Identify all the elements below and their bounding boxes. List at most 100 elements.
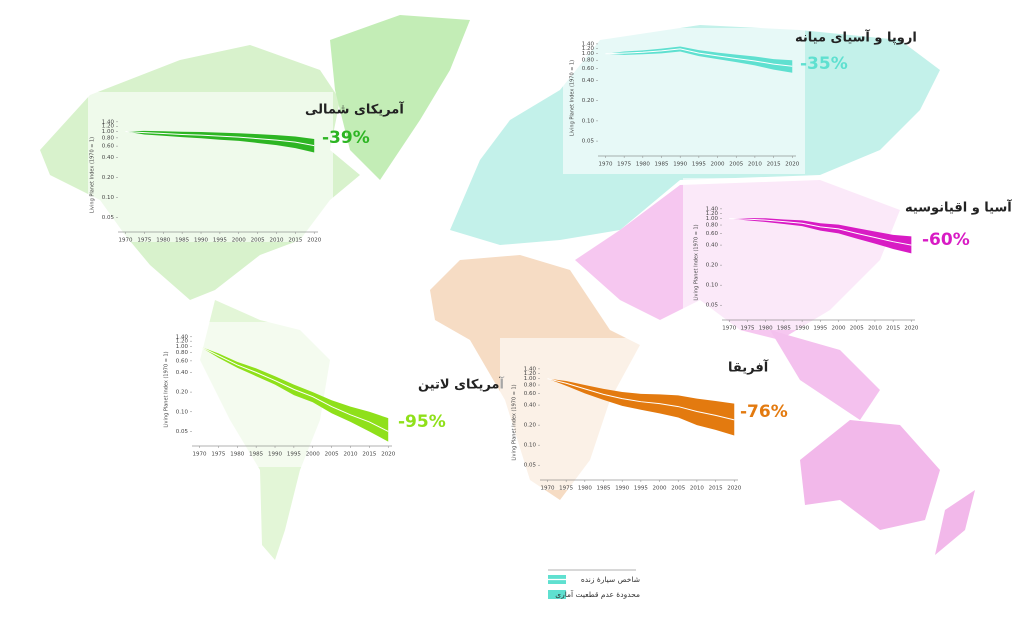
y-tick-label: 0.80 bbox=[102, 135, 115, 141]
change-label: -39% bbox=[322, 128, 370, 148]
x-tick-label: 1985 bbox=[597, 486, 611, 492]
index-line bbox=[125, 130, 315, 147]
change-label: -95% bbox=[398, 412, 446, 432]
x-tick-label: 1970 bbox=[722, 326, 736, 332]
x-tick-label: 2005 bbox=[729, 162, 743, 168]
y-tick-label: 0.80 bbox=[176, 350, 189, 356]
x-tick-label: 2000 bbox=[711, 162, 725, 168]
x-tick-label: 1975 bbox=[617, 162, 631, 168]
x-tick-label: 2005 bbox=[850, 326, 864, 332]
uncertainty-band bbox=[605, 46, 793, 73]
x-tick-label: 1980 bbox=[578, 486, 592, 492]
y-tick-label: 1.00 bbox=[176, 344, 189, 350]
y-tick-label: 0.20 bbox=[524, 423, 537, 429]
x-tick-label: 1985 bbox=[175, 238, 189, 244]
x-tick-label: 1995 bbox=[692, 162, 706, 168]
y-tick-label: 1.40 bbox=[102, 119, 115, 125]
index-line bbox=[605, 48, 793, 67]
y-tick-label: 0.80 bbox=[582, 58, 595, 64]
y-tick-label: 0.05 bbox=[582, 139, 595, 145]
uncertainty-band bbox=[729, 218, 912, 254]
x-tick-label: 1990 bbox=[673, 162, 687, 168]
y-tick-label: 0.10 bbox=[524, 443, 537, 449]
x-tick-label: 1985 bbox=[655, 162, 669, 168]
x-tick-label: 2020 bbox=[904, 326, 918, 332]
y-tick-label: 1.20 bbox=[706, 211, 719, 217]
x-tick-label: 1995 bbox=[813, 326, 827, 332]
x-tick-label: 1990 bbox=[194, 238, 208, 244]
chart-title: آفریقا bbox=[728, 359, 769, 376]
legend: شاخص سیارهٔ زنده محدودهٔ عدم قطعیت آماری bbox=[548, 569, 640, 599]
x-tick-label: 1995 bbox=[634, 486, 648, 492]
x-tick-label: 1975 bbox=[740, 326, 754, 332]
x-tick-label: 2005 bbox=[251, 238, 265, 244]
y-tick-label: 1.00 bbox=[706, 216, 719, 222]
y-tick-label: 0.40 bbox=[102, 155, 115, 161]
x-tick-label: 2000 bbox=[232, 238, 246, 244]
x-tick-label: 1995 bbox=[287, 452, 301, 458]
x-tick-label: 2000 bbox=[306, 452, 320, 458]
x-tick-label: 1975 bbox=[559, 486, 573, 492]
x-tick-label: 1985 bbox=[249, 452, 263, 458]
x-tick-label: 2015 bbox=[288, 238, 302, 244]
legend-label: شاخص سیارهٔ زنده bbox=[581, 575, 640, 584]
y-tick-label: 0.10 bbox=[582, 118, 595, 124]
x-tick-label: 2005 bbox=[325, 452, 339, 458]
x-tick-label: 2010 bbox=[343, 452, 357, 458]
x-tick-label: 2010 bbox=[868, 326, 882, 332]
new-zealand bbox=[935, 490, 975, 555]
x-tick-label: 2020 bbox=[307, 238, 321, 244]
y-tick-label: 0.40 bbox=[524, 403, 537, 409]
x-tick-label: 1975 bbox=[137, 238, 151, 244]
x-tick-label: 1980 bbox=[759, 326, 773, 332]
charts: 1.401.201.000.800.600.400.200.100.051970… bbox=[88, 28, 1012, 492]
x-tick-label: 1990 bbox=[615, 486, 629, 492]
y-tick-label: 0.05 bbox=[176, 429, 189, 435]
y-tick-label: 0.80 bbox=[706, 223, 719, 229]
y-tick-label: 0.20 bbox=[176, 390, 189, 396]
index-line bbox=[547, 378, 735, 421]
y-axis-label: Living Planet Index (1970 = 1) bbox=[512, 384, 518, 460]
y-tick-label: 0.20 bbox=[706, 263, 719, 269]
y-axis-label: Living Planet Index (1970 = 1) bbox=[164, 351, 170, 427]
y-tick-label: 0.10 bbox=[176, 409, 189, 415]
chart-title: آمریکای لاتین bbox=[418, 376, 504, 393]
y-tick-label: 0.10 bbox=[102, 195, 115, 201]
y-axis-label: Living Planet Index (1970 = 1) bbox=[694, 224, 700, 300]
uncertainty-band bbox=[547, 378, 735, 436]
y-tick-label: 0.60 bbox=[102, 144, 115, 150]
x-tick-label: 1970 bbox=[119, 238, 133, 244]
y-tick-label: 0.05 bbox=[102, 215, 115, 221]
x-tick-label: 1980 bbox=[230, 452, 244, 458]
y-tick-label: 0.40 bbox=[706, 243, 719, 249]
y-tick-label: 1.00 bbox=[524, 376, 537, 382]
change-label: -35% bbox=[800, 54, 848, 74]
legend-band-icon bbox=[548, 590, 566, 599]
y-tick-label: 0.40 bbox=[582, 78, 595, 84]
x-tick-label: 1980 bbox=[636, 162, 650, 168]
y-tick-label: 1.40 bbox=[524, 366, 537, 372]
x-tick-label: 1970 bbox=[193, 452, 207, 458]
y-tick-label: 1.20 bbox=[102, 124, 115, 130]
y-tick-label: 0.10 bbox=[706, 283, 719, 289]
x-tick-label: 2010 bbox=[690, 486, 704, 492]
change-label: -76% bbox=[740, 402, 788, 422]
chart-title: اروپا و آسیای میانه bbox=[795, 29, 917, 46]
y-tick-label: 1.40 bbox=[176, 334, 189, 340]
chart-title: آسیا و اقیانوسیه bbox=[905, 199, 1012, 216]
x-tick-label: 1985 bbox=[777, 326, 791, 332]
x-tick-label: 1990 bbox=[795, 326, 809, 332]
chart-panel bbox=[155, 322, 400, 467]
y-tick-label: 0.20 bbox=[582, 98, 595, 104]
greenland bbox=[330, 15, 470, 180]
chart: 1.401.201.000.80 0.60 0.40 0.20 0.10 0.05 1970… bbox=[563, 28, 917, 174]
y-axis-label: Living Planet Index (1970 = 1) bbox=[90, 137, 96, 213]
y-tick-label: 1.20 bbox=[524, 371, 537, 377]
x-tick-label: 2000 bbox=[653, 486, 667, 492]
y-tick-label: 1.40 bbox=[706, 206, 719, 212]
x-tick-label: 2005 bbox=[671, 486, 685, 492]
uncertainty-band bbox=[125, 130, 315, 153]
x-tick-label: 1975 bbox=[211, 452, 225, 458]
y-tick-label: 0.05 bbox=[706, 303, 719, 309]
y-tick-label: 0.60 bbox=[582, 66, 595, 72]
